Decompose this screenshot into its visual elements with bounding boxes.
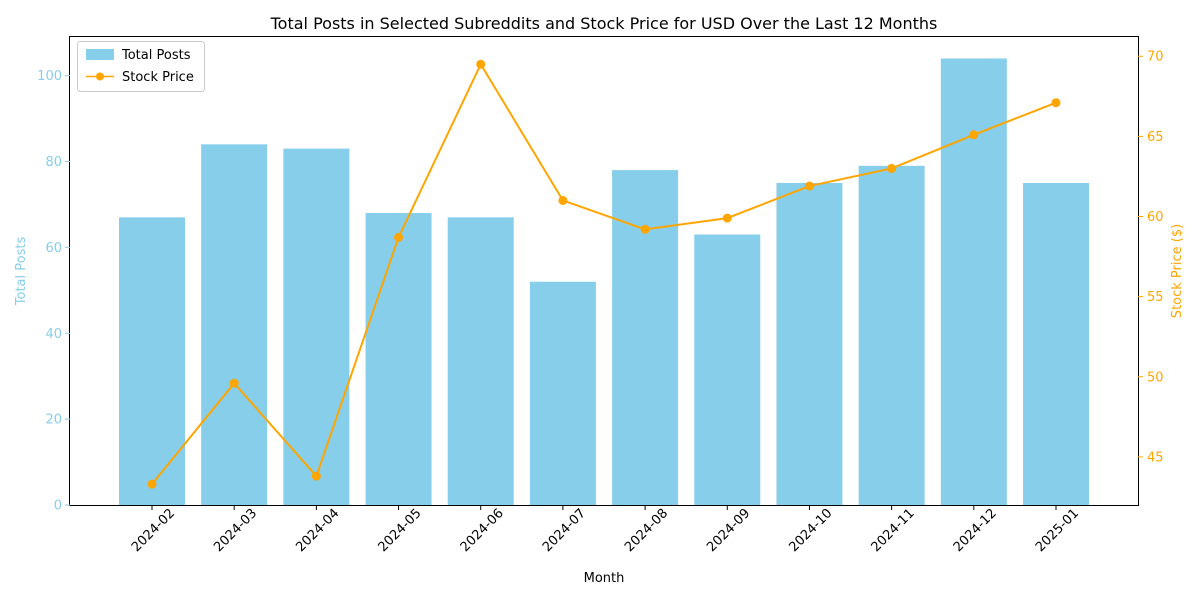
y-axis-left-label: Total Posts — [14, 237, 29, 307]
x-tick-label-2024-09: 2024-09 — [704, 506, 753, 555]
legend-label-total-posts: Total Posts — [121, 48, 191, 63]
bar-2024-11 — [858, 165, 925, 505]
x-tick-label-2024-03: 2024-03 — [211, 506, 260, 555]
legend-label-stock-price: Stock Price — [122, 70, 194, 85]
y-left-tick-label-0: 0 — [54, 499, 62, 514]
stock-point-2024-08 — [640, 224, 650, 234]
bar-2024-09 — [694, 234, 761, 506]
stock-point-2024-11 — [887, 163, 897, 173]
x-tick-label-2024-05: 2024-05 — [376, 506, 425, 555]
y-right-tick-label-60: 60 — [1147, 210, 1164, 225]
line-layer — [147, 59, 1061, 489]
y-axis-right: 45 50 55 60 65 70 — [1138, 50, 1164, 465]
y-right-tick-label-65: 65 — [1147, 130, 1164, 145]
legend-bar-swatch — [86, 49, 114, 60]
y-left-tick-label-60: 60 — [45, 241, 62, 256]
chart-title: Total Posts in Selected Subreddits and S… — [270, 14, 938, 33]
x-tick-label-2024-06: 2024-06 — [458, 506, 507, 555]
bar-2024-10 — [776, 182, 843, 506]
x-tick-label-2024-04: 2024-04 — [293, 506, 342, 555]
stock-point-2024-06 — [476, 59, 486, 69]
stock-point-2025-01 — [1051, 98, 1061, 108]
stock-point-2024-09 — [722, 213, 732, 223]
y-right-tick-label-70: 70 — [1147, 50, 1164, 65]
bar-2024-04 — [283, 148, 350, 505]
x-tick-label-2025-01: 2025-01 — [1033, 506, 1082, 555]
y-axis-right-label: Stock Price ($) — [1170, 224, 1185, 318]
y-left-tick-label-40: 40 — [45, 327, 62, 342]
bar-2024-06 — [447, 217, 514, 506]
x-tick-label-2024-07: 2024-07 — [540, 506, 589, 555]
stock-price-line — [151, 62, 1057, 485]
bar-2024-02 — [119, 217, 185, 506]
y-left-tick-label-80: 80 — [45, 155, 62, 170]
stock-point-2024-07 — [558, 195, 568, 205]
bar-2024-03 — [201, 144, 268, 505]
bar-2025-01 — [1023, 182, 1089, 506]
stock-point-2024-05 — [394, 232, 404, 242]
stock-point-2024-10 — [804, 181, 814, 191]
y-left-tick-label-100: 100 — [37, 69, 62, 84]
y-right-tick-label-50: 50 — [1147, 370, 1164, 385]
y-axis-left: 0 20 40 60 80 100 — [37, 69, 70, 514]
stock-point-2024-02 — [147, 479, 157, 489]
stock-point-2024-03 — [229, 378, 239, 388]
legend-line-marker — [96, 72, 104, 81]
x-tick-label-2024-11: 2024-11 — [869, 506, 918, 555]
x-tick-label-2024-02: 2024-02 — [129, 506, 178, 555]
x-axis-label: Month — [584, 571, 625, 586]
legend: Total Posts Stock Price — [77, 41, 205, 92]
bars-layer — [119, 58, 1089, 506]
x-tick-label-2024-08: 2024-08 — [622, 506, 671, 555]
plot-frame — [69, 36, 1139, 506]
y-right-tick-label-45: 45 — [1147, 450, 1164, 465]
stock-point-2024-04 — [311, 471, 321, 481]
bar-2024-07 — [529, 281, 596, 505]
stock-point-2024-12 — [969, 130, 979, 140]
y-left-tick-label-20: 20 — [45, 413, 62, 428]
bar-2024-05 — [365, 213, 432, 506]
y-right-tick-label-55: 55 — [1147, 290, 1164, 305]
x-tick-label-2024-12: 2024-12 — [951, 506, 1000, 555]
x-axis: 2024-02 2024-03 2024-04 2024-05 2024-06 2024-… — [129, 505, 1082, 555]
x-tick-label-2024-10: 2024-10 — [786, 506, 835, 555]
